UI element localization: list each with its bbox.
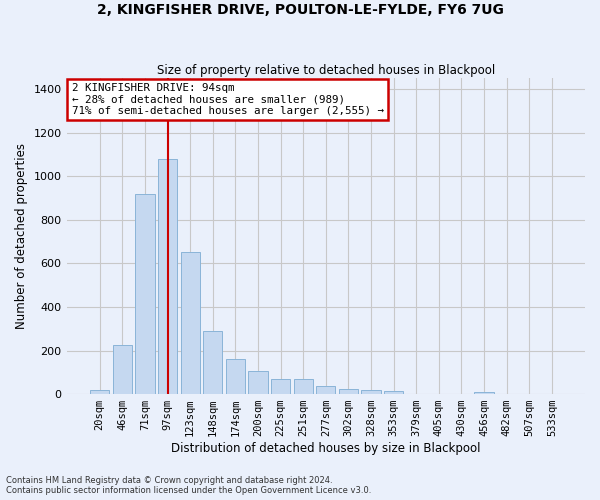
Bar: [384, 391, 403, 394]
Bar: [181, 252, 200, 394]
Bar: [271, 379, 290, 394]
Bar: [475, 392, 494, 394]
Text: 2, KINGFISHER DRIVE, POULTON-LE-FYLDE, FY6 7UG: 2, KINGFISHER DRIVE, POULTON-LE-FYLDE, F…: [97, 2, 503, 16]
Bar: [90, 390, 109, 394]
Bar: [136, 194, 155, 394]
Y-axis label: Number of detached properties: Number of detached properties: [15, 143, 28, 329]
Bar: [339, 388, 358, 394]
Bar: [113, 345, 132, 394]
Text: 2 KINGFISHER DRIVE: 94sqm
← 28% of detached houses are smaller (989)
71% of semi: 2 KINGFISHER DRIVE: 94sqm ← 28% of detac…: [72, 83, 384, 116]
Bar: [158, 159, 177, 394]
Bar: [361, 390, 380, 394]
Bar: [293, 379, 313, 394]
Bar: [248, 370, 268, 394]
Title: Size of property relative to detached houses in Blackpool: Size of property relative to detached ho…: [157, 64, 495, 77]
Bar: [203, 331, 223, 394]
Bar: [316, 386, 335, 394]
Text: Contains HM Land Registry data © Crown copyright and database right 2024.
Contai: Contains HM Land Registry data © Crown c…: [6, 476, 371, 495]
Bar: [226, 359, 245, 394]
X-axis label: Distribution of detached houses by size in Blackpool: Distribution of detached houses by size …: [171, 442, 481, 455]
